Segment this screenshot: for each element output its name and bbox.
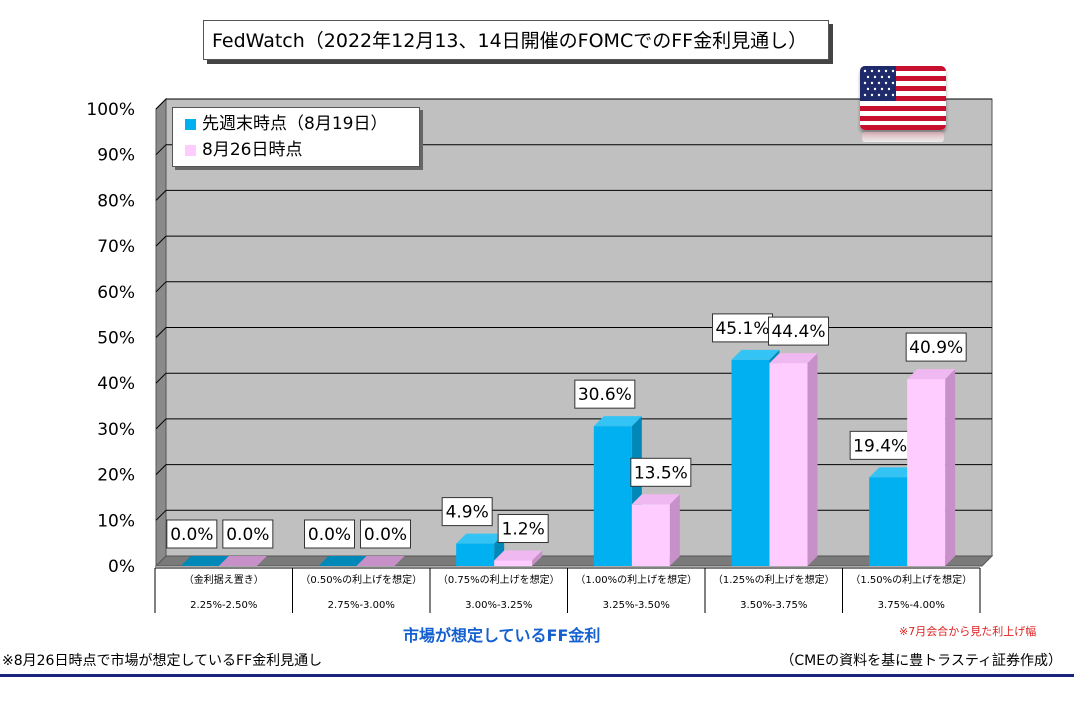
data-label-s2-c5: 44.4% <box>771 322 825 342</box>
data-label-box-s1-c3 <box>441 497 493 527</box>
note-footnote: ※8月26日時点で市場が想定しているFF金利見通し <box>2 653 323 669</box>
gridline-side <box>155 327 167 338</box>
gridline-side <box>155 98 167 110</box>
gridline-side <box>155 372 167 384</box>
bar-top-s2-c4 <box>631 494 680 505</box>
gridline-side <box>155 281 167 293</box>
bar-side-s2-c3 <box>532 550 543 566</box>
legend-item-series2: 8月26日時点 <box>185 139 302 161</box>
y-tick-label: 50% <box>97 329 135 349</box>
flag-reflection <box>862 132 944 142</box>
y-tick-label: 40% <box>97 374 135 394</box>
data-label-box-s1-c5 <box>712 313 773 343</box>
note-source: （CMEの資料を基に豊トラスティ証券作成） <box>780 653 1062 669</box>
bar-top-s2-c5 <box>769 353 818 364</box>
bar-top-s1-c3 <box>456 533 505 544</box>
bar-top-s2-c6 <box>907 369 956 380</box>
data-label-box-s2-c4 <box>630 457 692 487</box>
data-label-box-s2-c6 <box>905 332 967 362</box>
legend-swatch-series2 <box>185 144 196 156</box>
data-label-box-s1-c1 <box>166 519 218 549</box>
bar-s1-c1 <box>180 556 229 566</box>
data-label-s1-c3: 4.9% <box>446 503 489 523</box>
category-range: 2.75%-3.00% <box>328 600 395 611</box>
bar-s1-c6 <box>869 477 908 566</box>
y-tick-label: 10% <box>97 511 135 531</box>
data-label-s2-c3: 1.2% <box>502 520 545 540</box>
category-label: （0.50%の利上げを想定） <box>300 573 422 586</box>
category-label: （1.25%の利上げを想定） <box>713 573 835 586</box>
gridline-side <box>155 235 167 247</box>
bar-top-s1-c4 <box>593 416 642 427</box>
y-tick-label: 100% <box>86 100 135 120</box>
data-label-s1-c2: 0.0% <box>308 525 351 545</box>
data-label-box-s1-c6 <box>849 430 911 460</box>
plot-floor <box>154 555 994 567</box>
data-label-box-s2-c2 <box>360 519 411 549</box>
bar-s1-c3 <box>456 543 495 566</box>
data-label-s2-c2: 0.0% <box>364 525 407 545</box>
bar-s2-c4 <box>631 504 670 566</box>
data-label-box-s1-c4 <box>574 379 636 409</box>
note-rate-hike-width: ※7月会合から見た利上げ幅 <box>899 625 1037 638</box>
bar-s1-c4 <box>593 426 632 566</box>
data-label-s2-c1: 0.0% <box>226 525 269 545</box>
category-label: （金利据え置き） <box>184 573 264 586</box>
y-tick-label: 20% <box>97 466 135 486</box>
data-label-s2-c6: 40.9% <box>909 338 963 358</box>
bar-s2-c1 <box>218 556 267 566</box>
data-label-box-s2-c3 <box>497 514 549 544</box>
gridline-side <box>155 190 167 201</box>
category-label: （1.50%の利上げを想定） <box>850 573 972 586</box>
y-tick-label: 60% <box>97 283 135 303</box>
bottom-rule <box>0 674 1074 677</box>
gridline-side <box>155 509 167 521</box>
y-tick-label: 30% <box>97 420 135 440</box>
gridline-side <box>155 144 167 156</box>
us-flag-icon <box>860 66 946 130</box>
gridline-side <box>155 464 167 475</box>
data-label-s1-c5: 45.1% <box>715 319 769 339</box>
bar-s2-c5 <box>769 363 808 566</box>
data-label-box-s2-c5 <box>768 316 829 346</box>
bar-side-s2-c4 <box>669 494 680 566</box>
data-label-s2-c4: 13.5% <box>634 463 688 483</box>
x-axis-label: 市場が想定しているFF金利 <box>403 626 601 645</box>
y-tick-label: 90% <box>97 146 135 166</box>
legend-swatch-series1 <box>185 118 196 130</box>
category-label: （1.00%の利上げを想定） <box>575 573 697 586</box>
category-range: 3.25%-3.50% <box>603 600 670 611</box>
category-range: 3.50%-3.75% <box>740 600 807 611</box>
data-label-s1-c1: 0.0% <box>170 525 213 545</box>
bar-side-s2-c6 <box>945 369 956 566</box>
bar-s1-c5 <box>731 359 770 566</box>
legend-label-series2: 8月26日時点 <box>202 140 303 160</box>
bar-s2-c2 <box>356 556 405 566</box>
data-label-box-s2-c1 <box>222 519 274 549</box>
category-range: 3.75%-4.00% <box>878 600 945 611</box>
legend: 先週末時点（8月19日） 8月26日時点 <box>172 107 420 167</box>
data-label-s1-c4: 30.6% <box>578 385 632 405</box>
y-tick-label: 70% <box>97 237 135 257</box>
data-label-box-s1-c2 <box>304 519 355 549</box>
category-label: （0.75%の利上げを想定） <box>438 573 560 586</box>
gridline-side <box>155 418 167 430</box>
bar-top-s2-c3 <box>494 550 543 561</box>
bar-top-s1-c6 <box>869 467 918 478</box>
y-tick-label: 0% <box>108 557 135 577</box>
data-label-s1-c6: 19.4% <box>853 436 907 456</box>
bar-s2-c3 <box>494 560 533 566</box>
legend-item-series1: 先週末時点（8月19日） <box>185 113 387 135</box>
bar-s1-c2 <box>318 556 367 566</box>
y-tick-label: 80% <box>97 191 135 211</box>
category-range: 2.25%-2.50% <box>190 600 257 611</box>
bar-s2-c6 <box>907 379 946 566</box>
legend-label-series1: 先週末時点（8月19日） <box>202 114 388 134</box>
chart-title: FedWatch（2022年12月13、14日開催のFOMCでのFF金利見通し） <box>203 20 829 60</box>
bar-side-s2-c5 <box>807 353 818 566</box>
category-range: 3.00%-3.25% <box>465 600 532 611</box>
bar-top-s1-c5 <box>731 349 780 360</box>
